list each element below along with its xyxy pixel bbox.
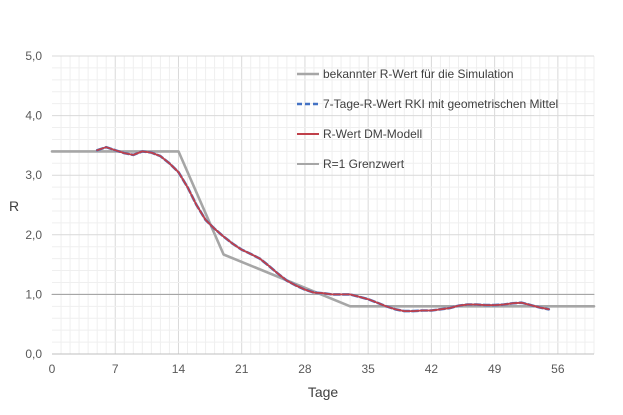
x-tick-label: 42 bbox=[425, 362, 439, 376]
x-axis-title: Tage bbox=[308, 384, 339, 400]
series-line-0 bbox=[50, 150, 596, 308]
y-tick-label: 2,0 bbox=[25, 228, 42, 242]
legend-label-3: R=1 Grenzwert bbox=[323, 157, 405, 171]
horizontal-gridlines bbox=[52, 55, 594, 343]
x-tick-label: 14 bbox=[172, 362, 186, 376]
x-tick-label: 0 bbox=[49, 362, 56, 376]
legend-label-1: 7-Tage-R-Wert RKI mit geometrischen Mitt… bbox=[323, 97, 558, 111]
x-tick-label: 35 bbox=[361, 362, 375, 376]
y-tick-label: 4,0 bbox=[25, 109, 42, 123]
series-layer bbox=[50, 145, 596, 313]
y-tick-label: 1,0 bbox=[25, 287, 42, 301]
x-tick-label: 28 bbox=[298, 362, 312, 376]
y-axis-title: R bbox=[9, 198, 19, 214]
y-tick-label: 3,0 bbox=[25, 168, 42, 182]
y-tick-label: 0,0 bbox=[25, 347, 42, 361]
x-tick-label: 7 bbox=[112, 362, 119, 376]
y-tick-label: 5,0 bbox=[25, 49, 42, 63]
x-tick-label: 49 bbox=[488, 362, 502, 376]
x-tick-label: 21 bbox=[235, 362, 249, 376]
x-tick-label: 56 bbox=[551, 362, 565, 376]
legend-label-0: bekannter R-Wert für die Simulation bbox=[323, 67, 514, 81]
legend: bekannter R-Wert für die Simulation 7-Tag… bbox=[297, 67, 558, 171]
series-line-2 bbox=[96, 146, 550, 313]
y-tick-labels: 0,0 1,0 2,0 3,0 4,0 5,0 bbox=[25, 49, 42, 361]
x-tick-labels: 0 7 14 21 28 35 42 49 56 bbox=[49, 362, 565, 376]
legend-label-2: R-Wert DM-Modell bbox=[323, 127, 422, 141]
